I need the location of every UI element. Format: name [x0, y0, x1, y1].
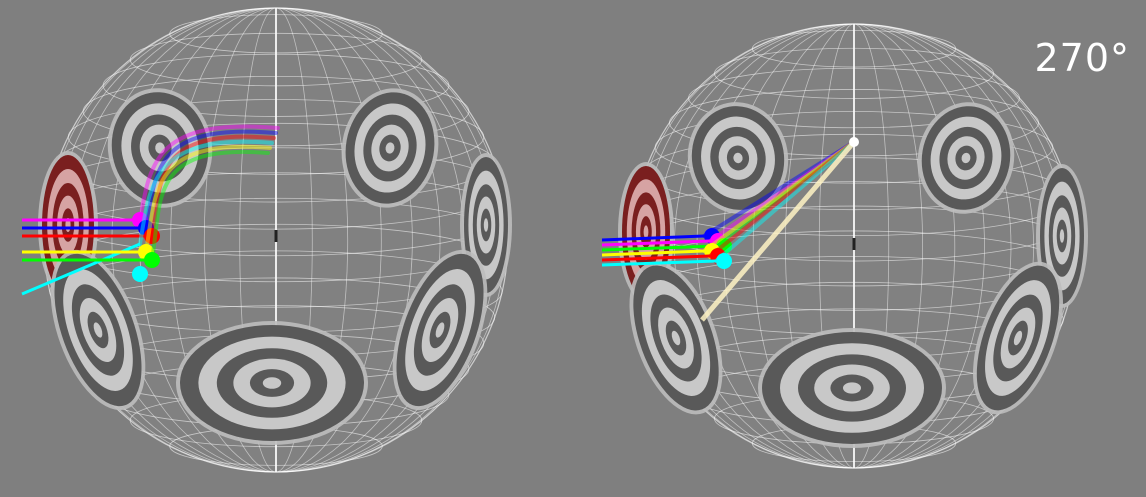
- target-upper-right: [917, 102, 1015, 214]
- marker-ball-cyan: [716, 253, 732, 269]
- trajectory-yellow: [702, 140, 856, 253]
- trajectory-green: [714, 140, 856, 248]
- target-lower-left: [629, 261, 723, 415]
- trajectory-group: [21, 124, 280, 296]
- start-line-blue: [601, 234, 705, 242]
- start-line-cyan: [601, 259, 717, 267]
- trajectory-cyan: [714, 140, 856, 263]
- target-upper-right: [341, 88, 439, 208]
- trajectory-cyan: [138, 139, 274, 246]
- trajectory-blue: [144, 129, 278, 230]
- start-line-magenta: [601, 239, 711, 247]
- target-upper-left: [687, 102, 789, 214]
- target-upper-left: [107, 88, 213, 208]
- target-lower-right: [392, 249, 488, 411]
- target-lower-left: [50, 249, 146, 411]
- trajectory-blue: [702, 140, 856, 238]
- apex-point: [849, 137, 859, 147]
- trajectory-magenta: [708, 140, 856, 243]
- fixation-marker: [852, 238, 856, 250]
- trajectory-group: [601, 137, 859, 322]
- trajectory-red: [150, 134, 276, 238]
- target-bottom: [758, 328, 946, 448]
- trajectory-outlier: [700, 140, 856, 322]
- trajectory-yellow: [144, 144, 272, 254]
- target-lower-right: [973, 261, 1063, 415]
- marker-ball-green: [144, 252, 160, 268]
- rotation-angle-label: 270°: [1034, 36, 1130, 80]
- fixation-marker: [274, 230, 278, 242]
- start-line-green: [601, 244, 717, 252]
- trajectory-green: [150, 149, 270, 262]
- trajectory-red: [708, 140, 856, 258]
- start-line-red: [601, 254, 711, 262]
- marker-ball-cyan: [132, 266, 148, 282]
- target-bottom: [176, 321, 368, 445]
- start-line-yellow: [601, 249, 705, 257]
- trajectory-magenta: [138, 124, 280, 222]
- marker-ball-red: [144, 228, 160, 244]
